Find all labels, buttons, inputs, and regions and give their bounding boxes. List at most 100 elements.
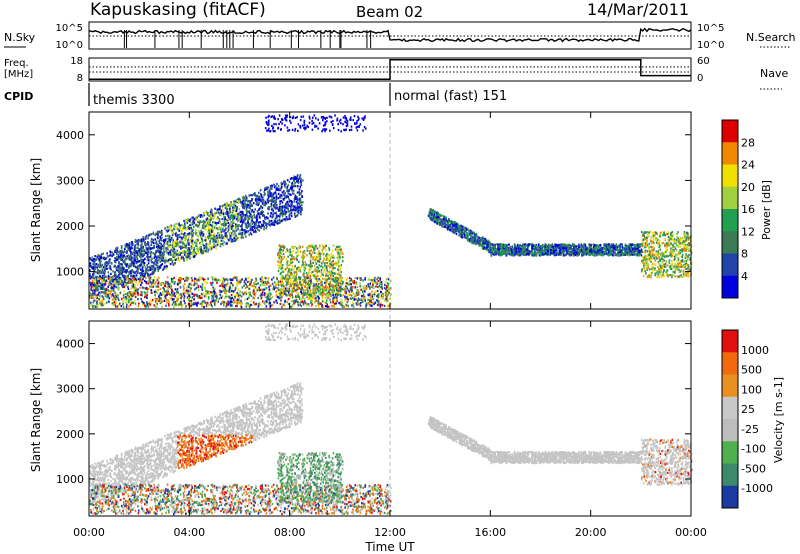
echo-cell — [232, 290, 235, 293]
echo-cell — [241, 204, 243, 207]
echo-cell — [234, 201, 237, 205]
echo-cell — [227, 216, 230, 219]
echo-cell — [295, 178, 298, 181]
echo-cell — [121, 254, 123, 257]
echo-cell — [166, 301, 168, 304]
echo-cell — [294, 213, 296, 216]
echo-cell — [155, 259, 158, 262]
echo-cell — [320, 269, 323, 272]
echo-cell — [99, 302, 101, 305]
echo-cell — [311, 297, 313, 301]
echo-cell — [137, 291, 139, 294]
echo-cell — [159, 241, 161, 244]
echo-cell — [245, 291, 247, 294]
echo-cell — [364, 299, 366, 302]
echo-cell — [239, 229, 241, 232]
echo-cell — [139, 276, 141, 279]
echo-cell — [156, 264, 159, 267]
echo-cell — [236, 223, 238, 227]
echo-cell — [260, 200, 263, 203]
echo-cell — [195, 286, 198, 289]
echo-cell — [287, 210, 290, 213]
echo-cell — [273, 223, 276, 226]
echo-cell — [98, 272, 101, 275]
echo-cell — [227, 303, 230, 306]
echo-cell — [375, 285, 377, 288]
echo-cell — [232, 209, 234, 212]
echo-cell — [241, 227, 243, 230]
echo-cell — [152, 242, 155, 245]
echo-cell — [100, 271, 103, 274]
echo-cell — [101, 291, 103, 294]
echo-cell — [153, 267, 156, 271]
echo-cell — [279, 209, 281, 212]
echo-cell — [252, 289, 255, 292]
echo-cell — [154, 267, 157, 270]
echo-cell — [149, 273, 152, 276]
echo-cell — [262, 200, 264, 203]
echo-cell — [263, 283, 265, 287]
echo-cell — [225, 231, 227, 235]
echo-cell — [93, 286, 96, 289]
echo-cell — [128, 244, 131, 247]
echo-cell — [119, 302, 121, 305]
echo-cell — [193, 250, 195, 253]
echo-cell — [345, 284, 348, 287]
echo-cell — [185, 253, 187, 256]
echo-cell — [300, 177, 302, 180]
echo-cell — [260, 205, 262, 208]
echo-cell — [254, 292, 257, 295]
echo-cell — [285, 212, 287, 215]
echo-cell — [139, 255, 141, 258]
echo-cell — [108, 259, 110, 262]
echo-cell — [169, 253, 172, 256]
echo-cell — [301, 255, 303, 258]
echo-cell — [132, 252, 135, 255]
echo-cell — [244, 202, 246, 205]
echo-cell — [224, 234, 227, 238]
echo-cell — [345, 303, 348, 306]
echo-cell — [183, 226, 186, 229]
echo-cell — [353, 282, 356, 285]
echo-cell — [174, 280, 176, 283]
echo-cell — [286, 200, 289, 203]
echo-cell — [134, 278, 137, 281]
echo-cell — [328, 285, 331, 288]
echo-cell — [119, 291, 122, 294]
echo-cell — [270, 199, 272, 202]
echo-cell — [262, 224, 265, 227]
echo-cell — [204, 249, 206, 252]
echo-cell — [207, 221, 210, 225]
echo-cell — [283, 190, 285, 193]
echo-cell — [232, 206, 234, 209]
echo-cell — [242, 293, 245, 296]
echo-cell — [141, 268, 144, 271]
echo-cell — [234, 204, 237, 207]
echo-cell — [146, 243, 148, 246]
echo-cell — [111, 302, 113, 305]
echo-cell — [369, 300, 371, 303]
echo-cell — [254, 229, 257, 232]
echo-cell — [110, 262, 113, 265]
echo-cell — [191, 245, 194, 248]
echo-cell — [274, 212, 276, 215]
echo-cell — [333, 304, 335, 307]
echo-cell — [296, 191, 299, 194]
echo-cell — [141, 281, 143, 284]
echo-cell — [268, 285, 270, 288]
echo-cell — [353, 298, 356, 301]
echo-cell — [201, 240, 204, 243]
echo-cell — [255, 203, 258, 206]
echo-cell — [145, 237, 147, 240]
echo-cell — [149, 268, 152, 271]
echo-cell — [173, 248, 175, 251]
echo-cell — [187, 256, 189, 259]
echo-cell — [117, 265, 120, 269]
echo-cell — [271, 221, 274, 224]
echo-cell — [295, 214, 298, 217]
echo-cell — [135, 287, 137, 290]
echo-cell — [272, 201, 275, 204]
echo-cell — [151, 266, 154, 269]
echo-cell — [187, 285, 190, 289]
echo-cell — [200, 233, 202, 236]
